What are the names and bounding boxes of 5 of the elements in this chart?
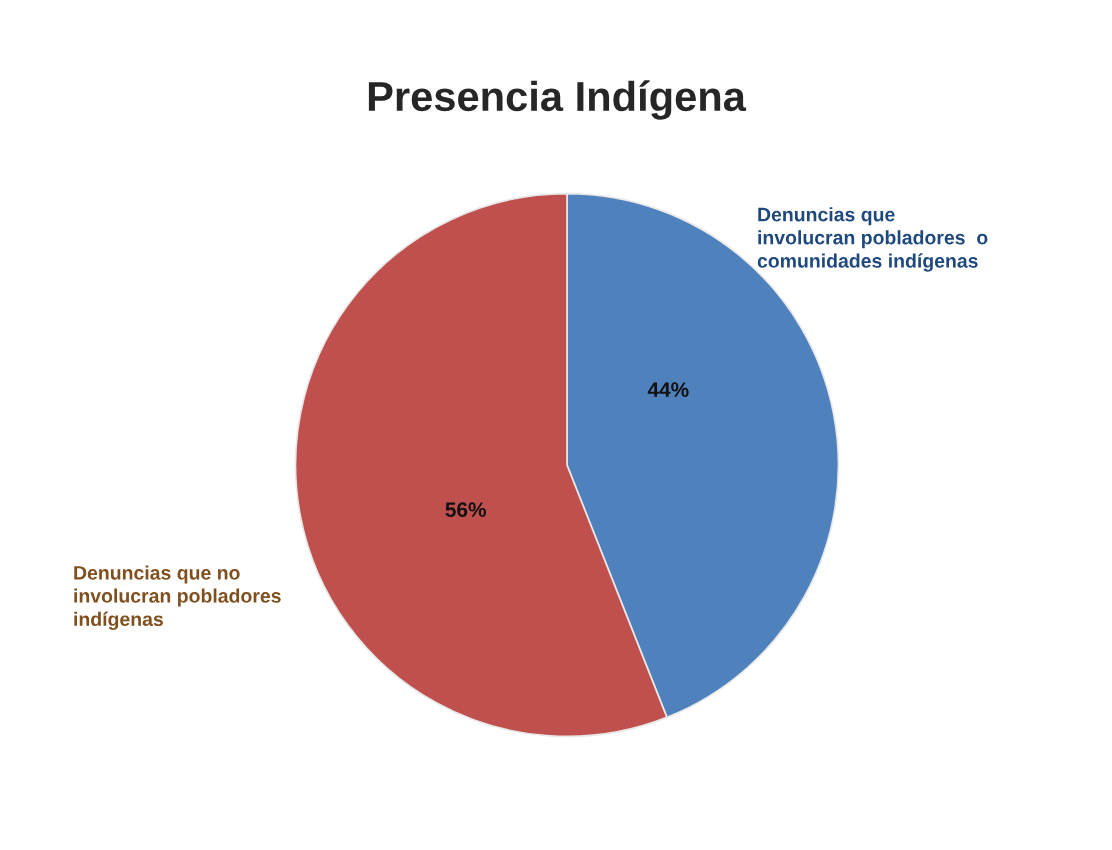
data-label: 56% — [445, 502, 486, 518]
chart-title: Presencia Indígena — [368, 80, 747, 120]
data-label: 44% — [647, 382, 689, 397]
slice-label: Denuncias que no involucran pobladores indígenas — [74, 565, 281, 630]
slice-label: Denuncias que involucran pobladores o comunidades indígenas — [757, 207, 988, 272]
